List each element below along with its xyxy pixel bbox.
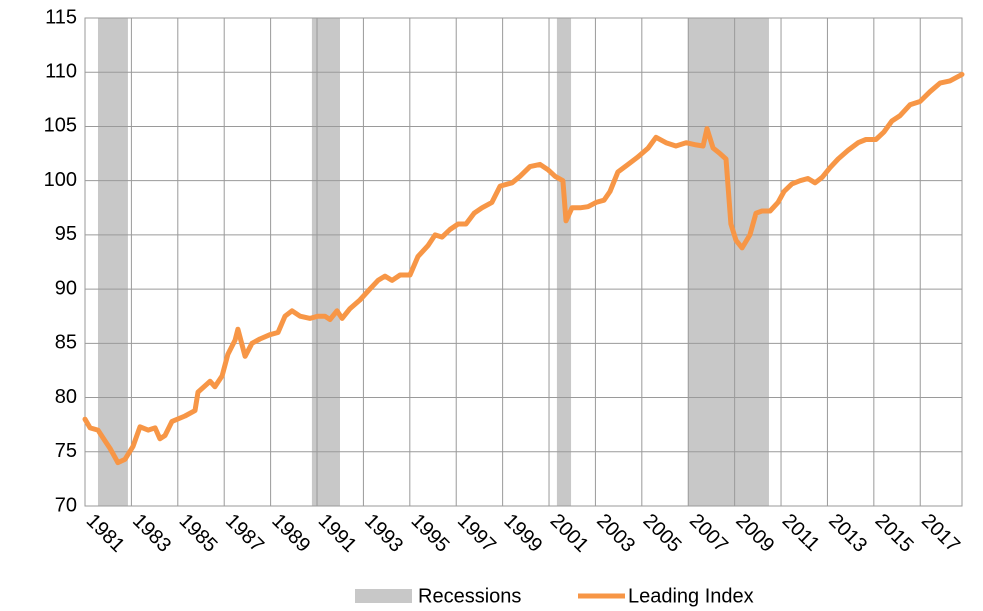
y-tick-label: 90 <box>55 277 77 299</box>
x-tick-label: 2003 <box>592 510 639 557</box>
legend-label: Leading Index <box>628 585 754 607</box>
recession-band <box>97 18 128 506</box>
line <box>82 71 965 466</box>
x-tick-label: 1985 <box>175 510 222 557</box>
recession-band <box>556 18 572 506</box>
x-tick-label: 2001 <box>546 510 593 557</box>
x-tick-label: 1981 <box>82 510 129 557</box>
y-tick-label: 95 <box>55 223 77 245</box>
x-tick-label: 1997 <box>453 510 500 557</box>
x-tick-label: 1999 <box>499 510 546 557</box>
x-tick-label: 2007 <box>685 510 732 557</box>
y-tick-label: 115 <box>45 6 77 28</box>
legend-swatch <box>355 589 412 603</box>
y-tick-label: 110 <box>45 61 77 83</box>
x-tick-label: 1983 <box>128 510 175 557</box>
x-tick-label: 1993 <box>360 510 407 557</box>
x-tick-label: 1991 <box>314 510 361 557</box>
x-tick-label: 2013 <box>824 510 871 557</box>
x-tick-label: 1995 <box>407 510 454 557</box>
y-tick-label: 105 <box>44 115 77 137</box>
x-tick-label: 1987 <box>221 510 268 557</box>
y-tick-label: 85 <box>55 332 77 354</box>
x-tick-label: 2017 <box>917 510 964 557</box>
x-tick-label: 2005 <box>639 510 686 557</box>
x-tick-label: 2015 <box>871 510 918 557</box>
y-tick-label: 80 <box>55 386 77 408</box>
y-tick-label: 100 <box>44 169 77 191</box>
plot-border <box>84 17 963 507</box>
recession-band <box>687 18 769 506</box>
x-tick-label: 2011 <box>778 510 824 556</box>
recession-band <box>311 18 340 506</box>
y-tick-label: 70 <box>55 494 77 516</box>
y-tick-label: 75 <box>55 440 77 462</box>
x-tick-label: 1989 <box>267 510 314 557</box>
legend-label: Recessions <box>418 585 521 607</box>
x-tick-label: 2009 <box>731 510 778 557</box>
